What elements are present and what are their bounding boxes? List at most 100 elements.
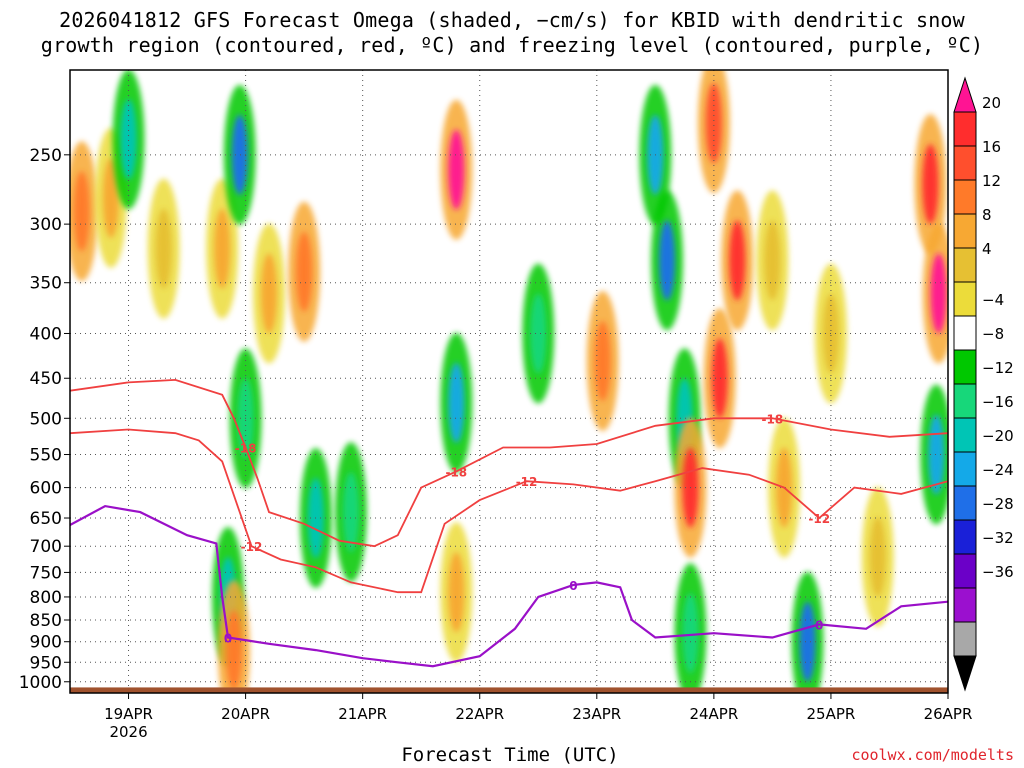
x-tick-label: 22APR <box>455 705 504 723</box>
chart-title-line-1: 2026041812 GFS Forecast Omega (shaded, −… <box>59 8 965 32</box>
colorbar-swatch <box>953 621 977 657</box>
y-tick-label: 450 <box>30 369 62 389</box>
colorbar-label: 4 <box>982 240 992 258</box>
contour-label: -12 <box>241 540 263 554</box>
omega-shade-core <box>705 83 722 164</box>
colorbar-swatch <box>953 247 977 283</box>
omega-shade-core <box>155 208 172 289</box>
colorbar-label: −4 <box>982 291 1004 309</box>
omega-shade-core <box>594 320 611 401</box>
contour-label: -18 <box>445 465 467 479</box>
plot-frame <box>69 69 949 694</box>
colorbar-swatch <box>953 111 977 147</box>
contour-line <box>70 504 948 668</box>
colorbar-label: 20 <box>982 94 1001 112</box>
x-axis-label: Forecast Time (UTC) <box>401 744 619 766</box>
omega-shade-core <box>682 593 699 674</box>
omega-shade-core <box>448 129 465 210</box>
omega-shade-core <box>711 338 728 419</box>
colorbar-label: −12 <box>982 359 1014 377</box>
omega-shade-core <box>214 208 231 289</box>
y-tick-label: 550 <box>30 446 62 466</box>
y-tick-label: 500 <box>30 409 62 429</box>
omega-shade-core <box>102 157 119 238</box>
y-tick-label: 350 <box>30 274 62 294</box>
colorbar-label: 16 <box>982 138 1001 156</box>
colorbar-label: −24 <box>982 461 1014 479</box>
omega-shade-core <box>764 220 781 301</box>
x-tick-label: 26APR <box>924 705 973 723</box>
colorbar-label: 8 <box>982 206 992 224</box>
colorbar-label: −36 <box>982 563 1014 581</box>
colorbar-swatch <box>953 179 977 215</box>
colorbar-swatch <box>953 315 977 351</box>
x-tick-label: 24APR <box>689 705 738 723</box>
colorbar-label: −8 <box>982 325 1004 343</box>
omega-shade-core <box>869 516 886 597</box>
y-tick-label: 750 <box>30 563 62 583</box>
y-tick-label: 600 <box>30 479 62 499</box>
y-tick-label: 700 <box>30 537 62 557</box>
y-tick-label: 850 <box>30 611 62 631</box>
colorbar-swatch <box>953 485 977 521</box>
y-tick-label: 800 <box>30 588 62 608</box>
omega-shade-core <box>729 220 746 301</box>
x-tick-label: 19APR <box>104 705 153 723</box>
omega-shade-core <box>231 114 248 195</box>
omega-shade-core <box>342 472 359 553</box>
omega-shade-core <box>659 220 676 301</box>
colorbar-swatch <box>953 76 977 113</box>
terrain-band <box>70 687 948 693</box>
colorbar-label: 12 <box>982 172 1001 190</box>
y-tick-label: 950 <box>30 653 62 673</box>
x-tick-label: 21APR <box>338 705 387 723</box>
omega-shade-core <box>448 362 465 443</box>
colorbar-swatch <box>953 553 977 589</box>
omega-shade-core <box>261 253 278 334</box>
omega-shade-core <box>120 99 137 180</box>
contour-label: 0 <box>224 631 232 645</box>
omega-shade-core <box>296 231 313 312</box>
omega-shade-core <box>225 610 242 691</box>
colorbar-label: −16 <box>982 393 1014 411</box>
site-credit: coolwx.com/modelts <box>851 746 1014 764</box>
omega-shade-core <box>922 144 939 225</box>
omega-shade-core <box>530 293 547 374</box>
colorbar-swatch <box>953 519 977 555</box>
colorbar-swatch <box>953 587 977 623</box>
colorbar-label: −20 <box>982 427 1014 445</box>
y-tick-label: 900 <box>30 633 62 653</box>
contour-label: 0 <box>569 579 577 593</box>
omega-shade-core <box>799 601 816 682</box>
colorbar-label: −32 <box>982 529 1014 547</box>
y-tick-label: 300 <box>30 215 62 235</box>
y-tick-label: 650 <box>30 509 62 529</box>
colorbar-swatch <box>953 655 977 692</box>
x-tick-label: 23APR <box>572 705 621 723</box>
colorbar-swatch <box>953 417 977 453</box>
contour-label: -18 <box>762 412 784 426</box>
colorbar-swatch <box>953 213 977 249</box>
y-tick-label: 1000 <box>19 673 62 693</box>
colorbar-swatch <box>953 349 977 385</box>
contour-label: -12 <box>808 512 830 526</box>
omega-shade-core <box>73 171 90 252</box>
contour-label: -18 <box>235 442 257 456</box>
contour-line <box>70 378 948 548</box>
colorbar-swatch <box>953 451 977 487</box>
colorbar-swatch <box>953 383 977 419</box>
x-tick-sublabel: 2026 <box>109 723 147 741</box>
omega-shade-core <box>930 253 947 334</box>
colorbar-swatch <box>953 145 977 181</box>
y-tick-label: 400 <box>30 324 62 344</box>
chart-title-line-2: growth region (contoured, red, ºC) and f… <box>40 33 984 57</box>
colorbar-label: −28 <box>982 495 1014 513</box>
colorbar-swatch <box>953 281 977 317</box>
y-tick-label: 250 <box>30 146 62 166</box>
x-tick-label: 25APR <box>807 705 856 723</box>
x-tick-label: 20APR <box>221 705 270 723</box>
contour-label: -12 <box>516 475 538 489</box>
contour-label: 0 <box>815 618 823 632</box>
contour-line <box>70 428 948 594</box>
